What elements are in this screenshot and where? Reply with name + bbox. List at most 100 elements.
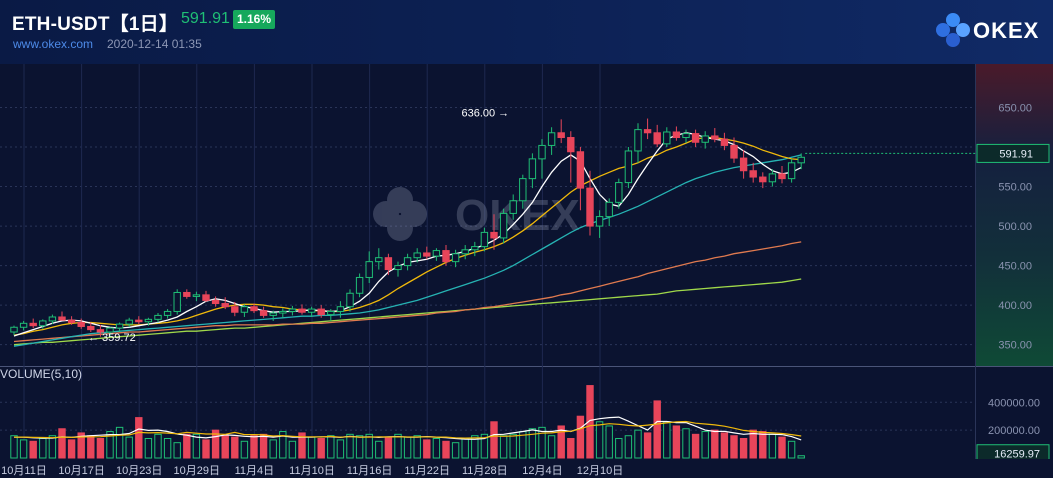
volume-bar: [19, 439, 28, 459]
volume-bar: [192, 433, 201, 459]
volume-bar: [173, 442, 181, 459]
volume-bar: [576, 415, 585, 459]
volume-bar: [202, 439, 210, 459]
price-tick-label: 650.00: [998, 102, 1032, 114]
volume-bar: [29, 440, 37, 459]
volume-bar: [730, 435, 738, 459]
ma-line-ma90: [13, 278, 802, 346]
candle-body: [749, 170, 757, 178]
candle-body: [663, 131, 671, 145]
time-tick-label: 10月11日: [1, 465, 47, 477]
volume-tick-label: 200000.00: [988, 425, 1040, 437]
site-link[interactable]: www.okex.com: [13, 37, 94, 51]
price-tick-label: 550.00: [998, 182, 1032, 194]
volume-bar: [720, 432, 729, 459]
candle-body: [471, 246, 479, 251]
time-tick-label: 11月22日: [404, 465, 450, 477]
candle-body: [759, 176, 767, 183]
volume-bar: [787, 440, 796, 459]
candle-body: [19, 322, 28, 328]
volume-bar: [567, 438, 575, 459]
time-tick-label: 11月10日: [289, 465, 335, 477]
candle-body: [307, 308, 316, 313]
volume-bar: [250, 435, 258, 459]
volume-bar: [279, 431, 287, 459]
candle-body: [365, 261, 373, 278]
last-price: 591.91: [181, 10, 230, 27]
price-tick-label: 400.00: [998, 300, 1032, 312]
volume-bar: [605, 425, 613, 459]
candle-body: [163, 310, 172, 316]
candle-body: [567, 137, 575, 153]
candle-body: [442, 250, 450, 263]
volume-bar: [259, 433, 268, 459]
volume-bar: [480, 433, 489, 459]
candle-body: [135, 319, 143, 323]
candle-body: [499, 212, 508, 239]
candle-body: [202, 294, 210, 301]
candle-body: [394, 265, 402, 271]
volume-bar: [759, 431, 767, 459]
time-axis-band: [0, 459, 1053, 478]
volume-bar: [403, 436, 412, 459]
candle-body: [58, 316, 66, 321]
volume-bar: [423, 439, 431, 459]
time-tick-label: 12月4日: [522, 465, 562, 477]
header-bar: ETH-USDT【1日】 591.91 1.16% www.okex.com 2…: [0, 0, 1053, 64]
watermark-circle: [387, 187, 413, 213]
volume-bar: [442, 440, 450, 459]
candle-body: [461, 249, 469, 255]
volume-bar: [307, 436, 316, 459]
volume-bar: [615, 438, 623, 459]
candle-body: [797, 156, 805, 164]
candle-body: [39, 320, 47, 327]
candle-body: [624, 150, 633, 184]
candle-body: [634, 129, 642, 152]
volume-bar: [528, 428, 537, 459]
volume-bar: [653, 400, 661, 459]
okex-logo: OKEX: [935, 12, 1045, 48]
candle-body: [787, 162, 796, 180]
time-tick-label: 11月16日: [347, 465, 393, 477]
high-price-annotation: 636.00 →: [461, 108, 509, 120]
price-chart[interactable]: 350.00 400.00 450.00 500.00 550.00 650.00 2000…: [0, 64, 1053, 478]
candle-body: [682, 133, 690, 139]
candle-body: [115, 323, 124, 329]
candle-body: [288, 308, 297, 312]
candle-body: [403, 257, 412, 267]
time-tick-label: 11月4日: [235, 465, 275, 477]
volume-bar: [115, 426, 124, 459]
candle-body: [279, 310, 287, 314]
ma-line-ma30: [13, 154, 802, 347]
volume-bar: [240, 440, 249, 459]
candle-body: [538, 144, 546, 160]
candle-body: [490, 231, 498, 239]
candle-body: [173, 291, 181, 312]
candle-body: [423, 252, 431, 257]
candle-body: [327, 310, 335, 316]
candle-body: [778, 173, 786, 180]
price-tick-label: 450.00: [998, 261, 1032, 273]
candle-body: [183, 291, 191, 297]
change-badge: 1.16%: [233, 10, 276, 29]
watermark: OKEX: [373, 187, 580, 241]
candle-body: [653, 132, 661, 145]
candle-body: [720, 138, 729, 146]
volume-bar: [538, 426, 546, 459]
candle-body: [730, 144, 738, 159]
candle-body: [576, 151, 585, 189]
volume-bar: [58, 428, 66, 459]
volume-bar: [739, 438, 748, 459]
volume-bar: [682, 428, 690, 459]
volume-bar: [221, 435, 229, 459]
candle-body: [672, 131, 681, 139]
candle-body: [144, 318, 153, 323]
volume-bar: [749, 429, 757, 459]
candle-body: [413, 252, 421, 259]
volume-bar: [547, 435, 556, 459]
candle-body: [384, 257, 393, 271]
volume-bar: [336, 439, 345, 459]
watermark-circle: [401, 201, 427, 227]
low-price-annotation: ← 359.72: [88, 332, 136, 344]
ma-line-ma60: [13, 241, 802, 343]
